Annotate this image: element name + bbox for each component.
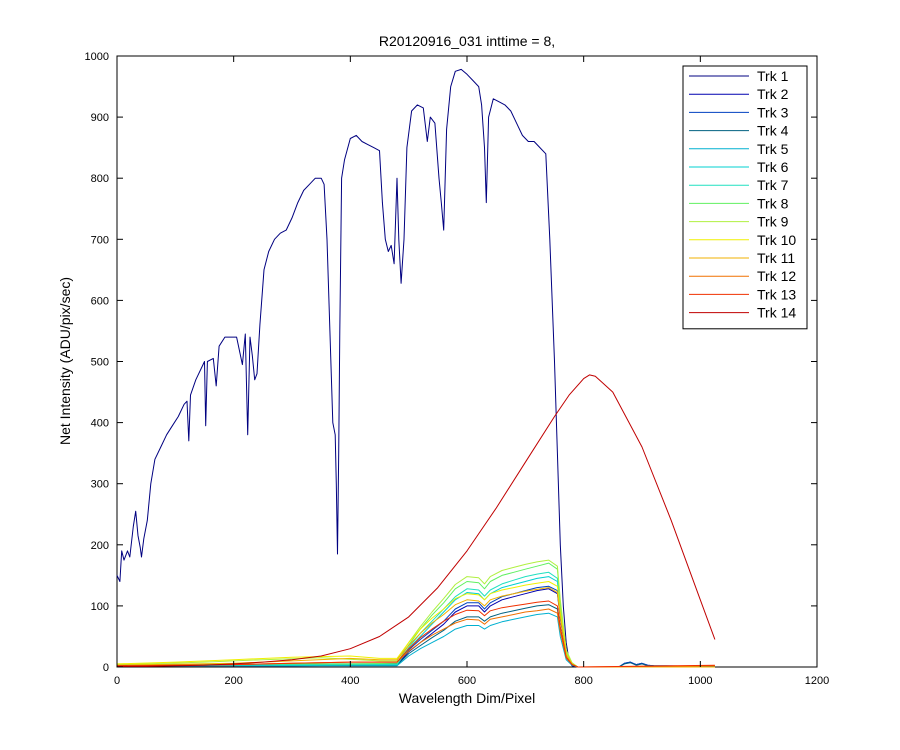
y-tick-label: 100 bbox=[91, 601, 109, 613]
series-line-trk-1 bbox=[116, 68, 715, 668]
legend-entry: Trk 2 bbox=[757, 86, 789, 102]
legend-entry: Trk 5 bbox=[757, 141, 789, 157]
y-axis-label: Net Intensity (ADU/pix/sec) bbox=[57, 277, 73, 445]
series-line-trk-9 bbox=[116, 559, 715, 668]
legend-entry: Trk 3 bbox=[757, 104, 789, 120]
chart-title: R20120916_031 inttime = 8, bbox=[379, 33, 555, 49]
x-tick-label: 0 bbox=[114, 675, 120, 687]
legend-entry: Trk 14 bbox=[757, 305, 796, 321]
legend: Trk 1 Trk 2 Trk 3 Trk 4 Trk 5 Trk 6 Trk 7 Trk 8… bbox=[682, 65, 808, 330]
y-tick-label: 0 bbox=[103, 662, 109, 674]
legend-entry: Trk 8 bbox=[757, 195, 789, 211]
y-tick-label: 900 bbox=[91, 112, 109, 124]
legend-entry: Trk 13 bbox=[757, 286, 796, 302]
legend-entry: Trk 12 bbox=[757, 268, 796, 284]
x-tick-label: 600 bbox=[458, 675, 476, 687]
y-tick-label: 500 bbox=[91, 357, 109, 369]
x-axis-label: Wavelength Dim/Pixel bbox=[399, 690, 535, 706]
legend-entry: Trk 6 bbox=[757, 159, 789, 175]
y-tick-label: 200 bbox=[91, 540, 109, 552]
y-tick-label: 400 bbox=[91, 418, 109, 430]
y-tick-label: 800 bbox=[91, 173, 109, 185]
legend-entry: Trk 10 bbox=[757, 232, 796, 248]
x-tick-label: 1000 bbox=[688, 675, 712, 687]
legend-entry: Trk 1 bbox=[757, 68, 789, 84]
legend-entry: Trk 7 bbox=[757, 177, 789, 193]
x-tick-label: 1200 bbox=[805, 675, 829, 687]
axis-layer: 0 200 400 600 800 1000 1200 0 100 200 300 400 500 600… bbox=[85, 51, 830, 687]
legend-entry: Trk 4 bbox=[757, 123, 789, 139]
y-tick-label: 600 bbox=[91, 295, 109, 307]
x-tick-label: 800 bbox=[574, 675, 592, 687]
series-line-trk-5 bbox=[117, 612, 715, 668]
y-tick-label: 300 bbox=[91, 479, 109, 491]
series-line-trk-11 bbox=[116, 587, 715, 668]
legend-entry: Trk 9 bbox=[757, 214, 789, 230]
series-line-trk-4 bbox=[116, 604, 715, 668]
series-line-trk-13 bbox=[116, 600, 715, 668]
x-tick-label: 400 bbox=[341, 675, 359, 687]
legend-box bbox=[682, 65, 808, 330]
y-tick-label: 1000 bbox=[85, 51, 109, 63]
y-tick-label: 700 bbox=[91, 234, 109, 246]
series-line-trk-10 bbox=[116, 581, 715, 668]
legend-entry: Trk 11 bbox=[757, 250, 795, 266]
x-tick-label: 200 bbox=[224, 675, 242, 687]
